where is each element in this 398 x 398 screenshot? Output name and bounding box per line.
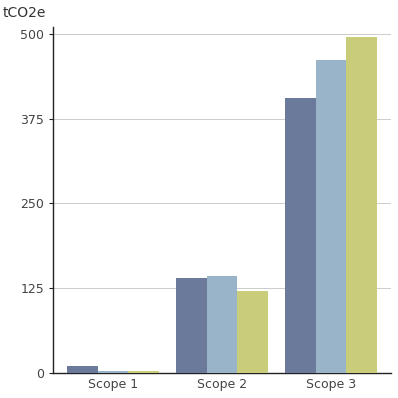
- Bar: [316, 60, 346, 373]
- Bar: [237, 291, 268, 373]
- Bar: [67, 366, 98, 373]
- Bar: [285, 98, 316, 373]
- Bar: [346, 37, 377, 373]
- Bar: [129, 371, 159, 373]
- Bar: [98, 371, 129, 373]
- Bar: [207, 276, 237, 373]
- Text: tCO2e: tCO2e: [2, 6, 46, 20]
- Bar: [176, 278, 207, 373]
